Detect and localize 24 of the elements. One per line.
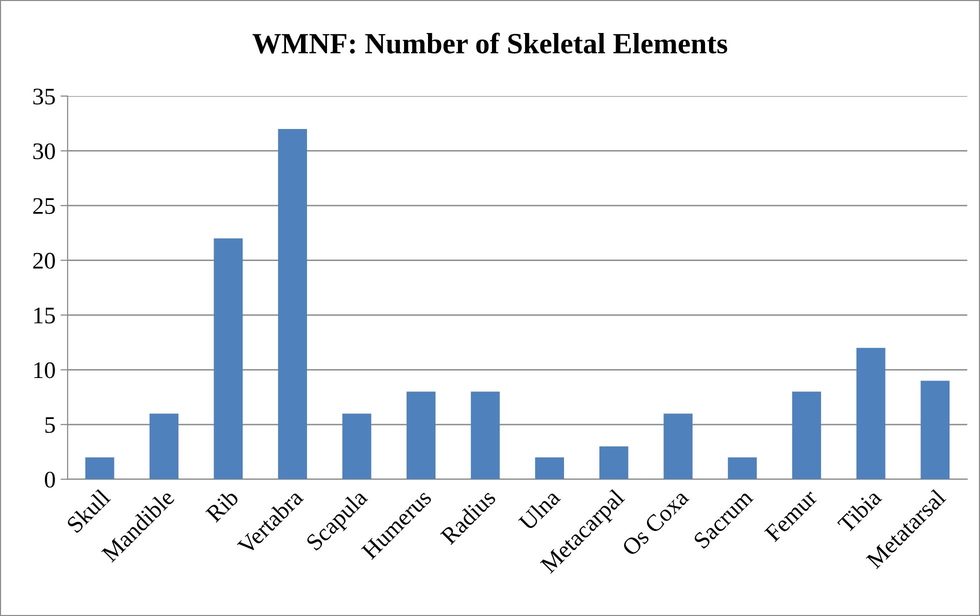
bar bbox=[664, 414, 693, 480]
y-tick-label: 30 bbox=[33, 143, 55, 160]
chart-title: WMNF: Number of Skeletal Elements bbox=[252, 32, 728, 54]
y-tick-label: 35 bbox=[33, 88, 55, 105]
bar bbox=[599, 446, 628, 480]
bar bbox=[920, 380, 950, 480]
y-tick-label: 0 bbox=[44, 472, 55, 488]
bar bbox=[406, 392, 436, 480]
bar bbox=[856, 348, 886, 480]
bar bbox=[150, 414, 178, 480]
y-tick-label: 25 bbox=[33, 198, 55, 214]
bar bbox=[342, 414, 372, 480]
bar bbox=[535, 457, 564, 480]
y-tick-label: 5 bbox=[45, 417, 55, 433]
y-tick-label: 10 bbox=[34, 362, 55, 378]
y-tick-label: 20 bbox=[33, 252, 55, 269]
bar bbox=[214, 238, 243, 480]
bar bbox=[85, 457, 114, 480]
bar bbox=[278, 128, 307, 480]
bar bbox=[728, 457, 757, 480]
bar bbox=[792, 392, 822, 480]
y-tick-label: 15 bbox=[34, 308, 55, 324]
bar bbox=[470, 392, 500, 480]
x-tick-label: Rib bbox=[204, 488, 240, 523]
